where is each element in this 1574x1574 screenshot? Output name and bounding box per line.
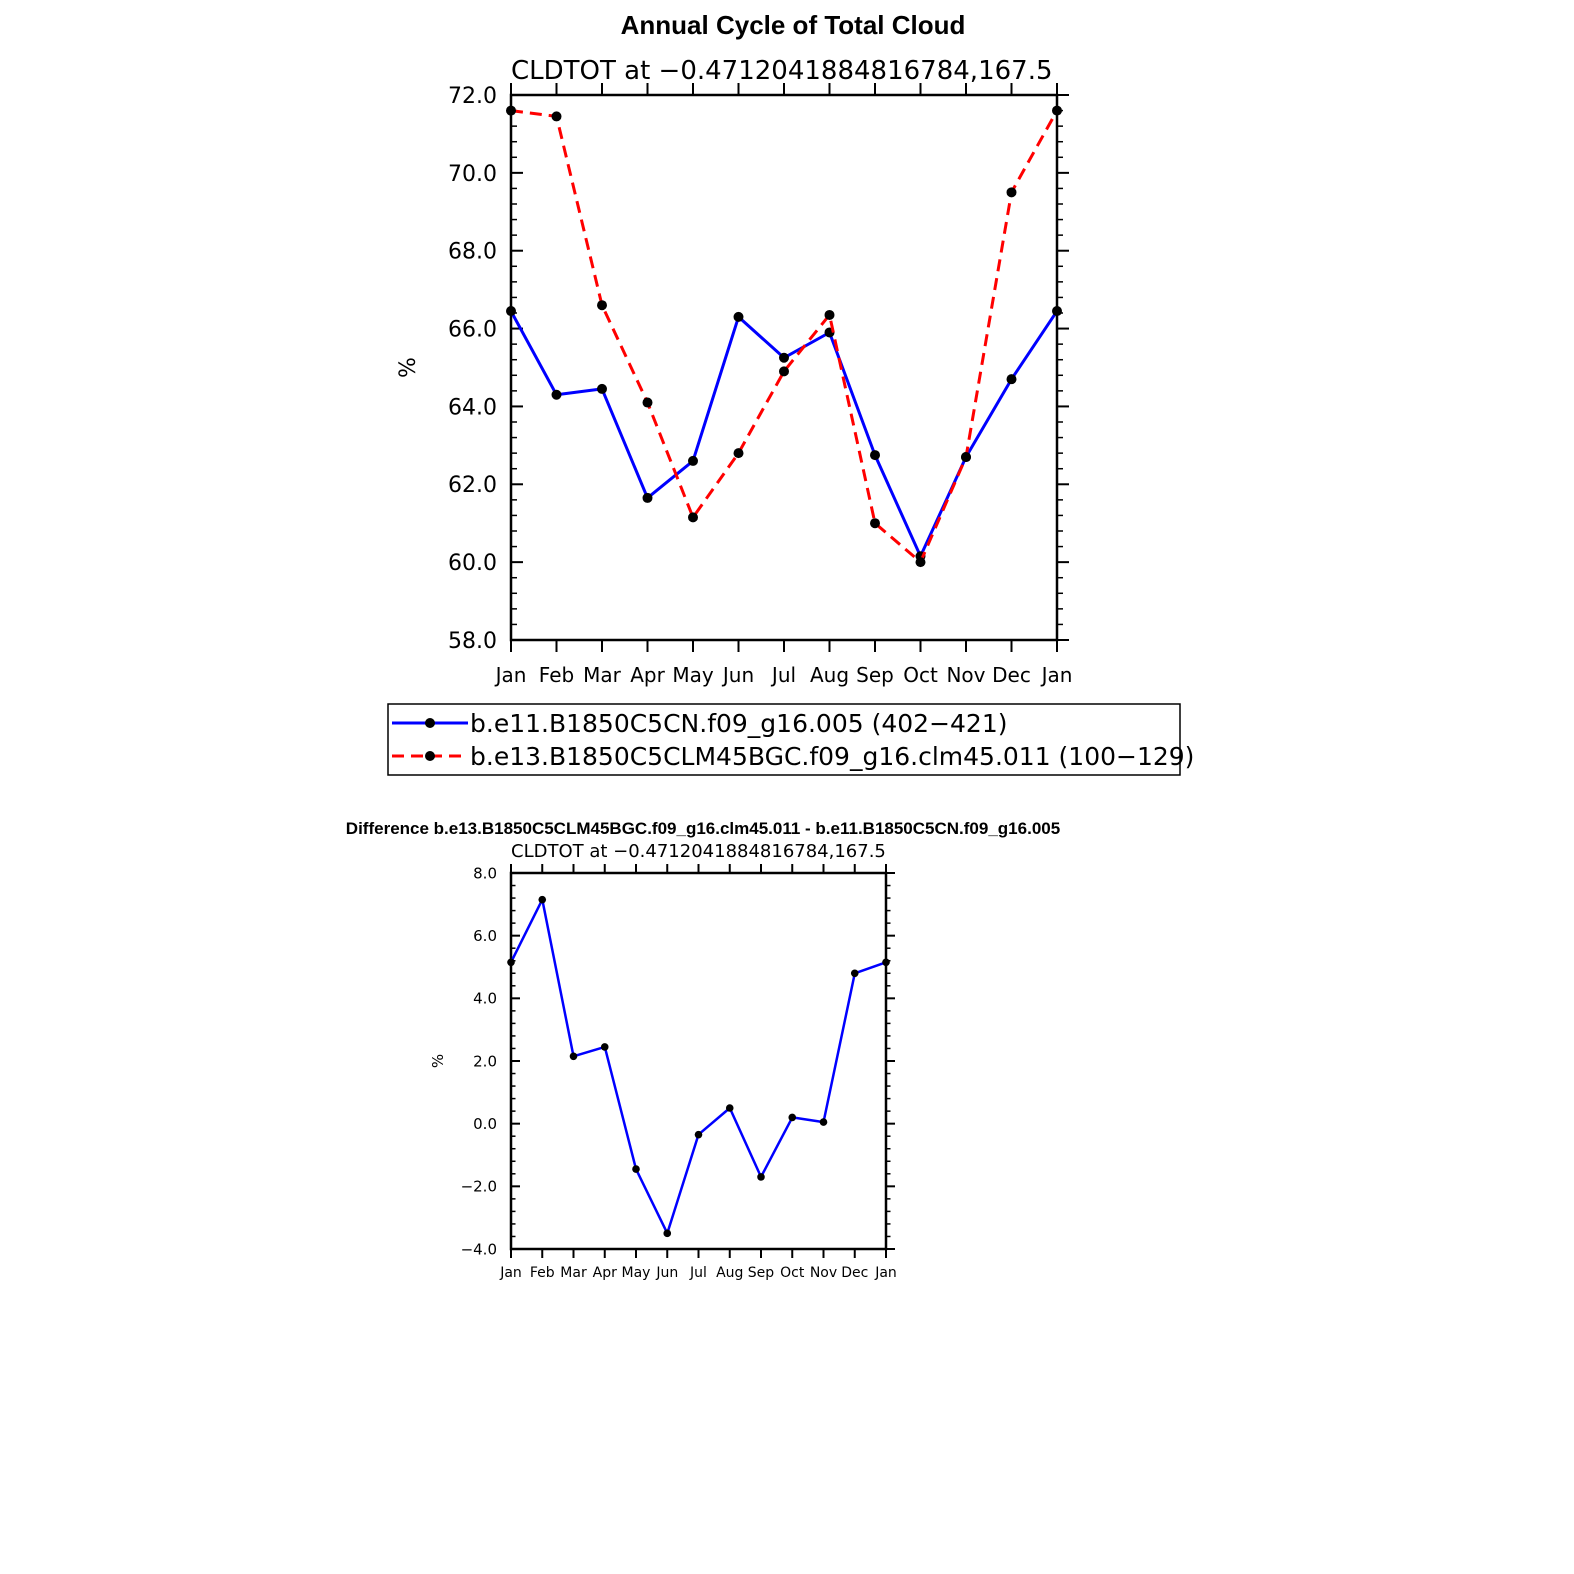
x-tick-label: Feb <box>539 663 574 687</box>
data-point-0 <box>694 1130 703 1139</box>
data-point-0 <box>779 352 789 363</box>
x-tick-label: Mar <box>560 1265 587 1281</box>
y-tick-label: 60.0 <box>448 551 497 576</box>
data-point-0 <box>569 1052 578 1061</box>
chart-subtitle: CLDTOT at −0.4712041884816784,167.5 <box>511 841 886 862</box>
data-point-0 <box>632 1165 640 1173</box>
data-point-0 <box>725 1104 734 1112</box>
difference-chart: CLDTOT at −0.4712041884816784,167.5 Jan Fe… <box>429 841 897 1281</box>
data-point-0 <box>600 1043 609 1051</box>
series-line-0 <box>509 898 887 1235</box>
legend-marker-0 <box>425 718 435 728</box>
x-tick-label: May <box>672 663 714 687</box>
data-point-0 <box>819 1118 828 1126</box>
x-tick-label: Jan <box>494 663 527 687</box>
y-tick-label: −2.0 <box>461 1178 497 1196</box>
y-tick-label: 0.0 <box>473 1115 497 1133</box>
data-point-1 <box>870 518 880 529</box>
x-tick-label: Oct <box>903 663 938 687</box>
x-tick-label: Jan <box>1040 663 1073 687</box>
x-tick-label: Dec <box>992 663 1031 687</box>
data-point-0 <box>688 455 698 466</box>
data-point-1 <box>1052 105 1062 116</box>
series-line-0 <box>509 310 1059 558</box>
data-point-1 <box>1006 187 1017 198</box>
data-point-0 <box>663 1229 672 1238</box>
data-point-0 <box>551 389 562 400</box>
data-point-1 <box>733 448 744 459</box>
y-tick-label: 58.0 <box>448 629 497 654</box>
x-tick-label: Sep <box>856 663 894 687</box>
legend-box <box>387 703 1181 776</box>
annual-cycle-chart: CLDTOT at −0.4712041884816784,167.5 Jan Fe… <box>396 56 1072 687</box>
x-tick-label: Jun <box>655 1265 678 1281</box>
y-tick-label: 72.0 <box>448 84 497 109</box>
data-point-1 <box>642 397 653 408</box>
data-point-1 <box>961 452 971 463</box>
data-point-1 <box>551 111 562 122</box>
legend: b.e11.B1850C5CN.f09_g16.005 (402−421) b.e… <box>387 703 1194 776</box>
y-tick-label: 70.0 <box>448 162 497 187</box>
data-point-0 <box>597 383 607 394</box>
data-point-1 <box>824 309 835 320</box>
main-title: Annual Cycle of Total Cloud <box>621 10 966 40</box>
data-point-0 <box>757 1173 765 1181</box>
y-tick-label: 68.0 <box>448 240 497 265</box>
x-tick-label: Aug <box>716 1265 743 1281</box>
x-tick-label: Jul <box>770 663 796 687</box>
plot-frame <box>509 871 888 1251</box>
x-tick-label: Feb <box>530 1265 555 1281</box>
data-point-0 <box>788 1113 797 1122</box>
x-tick-label: Jan <box>499 1265 522 1281</box>
y-tick-label: 62.0 <box>448 473 497 498</box>
data-point-0 <box>733 311 744 322</box>
data-point-0 <box>506 306 516 317</box>
x-tick-label: Jun <box>721 663 754 687</box>
data-point-1 <box>506 105 516 116</box>
x-tick-label: May <box>622 1265 651 1281</box>
data-point-0 <box>870 450 880 461</box>
x-tick-label: Apr <box>630 663 665 687</box>
legend-marker-1 <box>425 751 435 761</box>
data-point-0 <box>642 492 653 503</box>
x-tick-label: Apr <box>593 1265 617 1281</box>
y-tick-label: 6.0 <box>473 927 497 945</box>
y-tick-label: 64.0 <box>448 395 497 420</box>
x-tick-label: Mar <box>583 663 622 687</box>
y-tick-label: −4.0 <box>461 1240 497 1258</box>
legend-label-1: b.e13.B1850C5CLM45BGC.f09_g16.clm45.011 … <box>470 742 1194 771</box>
data-point-1 <box>779 366 789 377</box>
y-tick-label: 66.0 <box>448 317 497 342</box>
difference-title: Difference b.e13.B1850C5CLM45BGC.f09_g16… <box>346 819 1060 838</box>
data-point-0 <box>538 895 547 904</box>
data-point-0 <box>850 969 859 978</box>
y-axis-label: % <box>396 357 421 378</box>
x-tick-label: Oct <box>780 1265 805 1281</box>
x-tick-label: Jul <box>689 1265 707 1281</box>
y-tick-label: 8.0 <box>473 864 497 882</box>
x-tick-label: Jan <box>874 1265 897 1281</box>
data-point-0 <box>882 958 890 967</box>
x-tick-label: Nov <box>810 1265 837 1281</box>
legend-label-0: b.e11.B1850C5CN.f09_g16.005 (402−421) <box>470 709 1008 738</box>
x-tick-label: Nov <box>946 663 985 687</box>
data-point-0 <box>507 958 515 967</box>
y-tick-label: 4.0 <box>473 990 497 1008</box>
x-tick-label: Dec <box>841 1265 868 1281</box>
x-tick-label: Aug <box>810 663 849 687</box>
data-point-0 <box>1006 374 1017 385</box>
data-point-1 <box>597 300 607 311</box>
data-point-1 <box>688 512 698 523</box>
chart-subtitle: CLDTOT at −0.4712041884816784,167.5 <box>511 56 1053 86</box>
y-axis-label: % <box>429 1054 447 1068</box>
y-tick-label: 2.0 <box>473 1052 497 1070</box>
x-tick-label: Sep <box>748 1265 775 1281</box>
data-point-0 <box>1052 306 1062 317</box>
series-line-1 <box>510 109 1059 564</box>
data-point-1 <box>915 557 926 568</box>
